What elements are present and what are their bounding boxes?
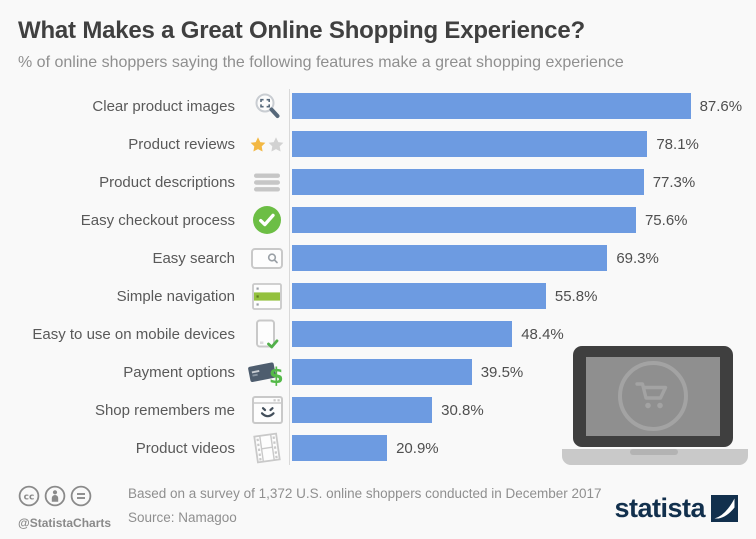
statista-logo: statista <box>614 495 738 522</box>
value-label: 48.4% <box>521 325 564 343</box>
check-circle-icon <box>245 205 289 235</box>
chart-row: Product descriptions 77.3% <box>0 163 756 201</box>
attribution-icon <box>44 485 66 512</box>
film-strip-icon <box>245 432 289 464</box>
bar <box>292 321 513 347</box>
text-lines-icon <box>245 172 289 193</box>
category-label: Easy to use on mobile devices <box>32 325 235 343</box>
svg-text:$: $ <box>269 364 284 387</box>
value-label: 30.8% <box>441 401 484 419</box>
category-label: Easy search <box>152 249 235 267</box>
chart-title: What Makes a Great Online Shopping Exper… <box>18 17 585 44</box>
value-label: 77.3% <box>652 173 696 191</box>
bar <box>292 435 388 461</box>
chart-row: Payment options $39.5% <box>0 353 756 391</box>
star-rating-icon <box>245 136 289 153</box>
no-derivatives-icon <box>70 485 92 512</box>
axis-line <box>289 89 290 465</box>
survey-note: Based on a survey of 1,372 U.S. online s… <box>128 486 602 501</box>
laptop-base <box>562 449 748 465</box>
search-box-icon <box>245 247 289 269</box>
bar <box>292 169 644 195</box>
category-label: Payment options <box>123 363 235 381</box>
bar <box>292 131 648 157</box>
footer-notes: Based on a survey of 1,372 U.S. online s… <box>128 485 602 526</box>
value-label: 39.5% <box>480 363 524 381</box>
bar <box>292 93 691 119</box>
svg-text:cc: cc <box>24 492 35 502</box>
bar-track: 77.3% <box>289 169 756 195</box>
bar-track: 39.5% <box>289 359 756 385</box>
header: What Makes a Great Online Shopping Exper… <box>0 0 756 74</box>
category-label: Shop remembers me <box>94 401 235 419</box>
chart-subtitle: % of online shoppers saying the followin… <box>18 54 624 71</box>
laptop-notch <box>630 449 678 455</box>
value-label: 55.8% <box>554 287 598 305</box>
mobile-check-icon <box>245 319 289 350</box>
nav-list-icon <box>245 282 289 310</box>
bar-track: 78.1% <box>289 131 756 157</box>
footer: cc @StatistaCharts Based on a survey of … <box>0 467 756 530</box>
chart-row: Easy checkout process 75.6% <box>0 201 756 239</box>
statista-logomark-icon <box>711 495 738 522</box>
bar-chart: Clear product images 87.6% Product reviews… <box>0 87 756 467</box>
shopping-cart-icon <box>635 382 668 400</box>
category-label: Product videos <box>135 439 235 457</box>
value-label: 87.6% <box>699 97 743 115</box>
bar-track: 69.3% <box>289 245 756 271</box>
cc-icon: cc <box>18 485 40 512</box>
chart-row: Clear product images 87.6% <box>0 87 756 125</box>
value-label: 69.3% <box>616 249 659 267</box>
bar-track: 75.6% <box>289 207 756 233</box>
chart-row: Simple navigation 55.8% <box>0 277 756 315</box>
chart-row: Product videos 20.9% <box>0 429 756 467</box>
value-label: 78.1% <box>656 135 699 153</box>
statista-wordmark: statista <box>614 493 705 523</box>
bar <box>292 245 608 271</box>
laptop-shopping-cart-graphic <box>560 344 750 473</box>
chart-row: Easy to use on mobile devices 48.4% <box>0 315 756 353</box>
bar <box>292 359 472 385</box>
statista-charts-handle: @StatistaCharts <box>18 516 112 530</box>
value-label: 75.6% <box>644 211 688 229</box>
image-zoom-icon <box>245 91 289 121</box>
credit-card-dollar-icon: $ <box>245 358 289 387</box>
cart-circle <box>618 361 688 431</box>
category-label: Product reviews <box>128 135 235 153</box>
browser-smile-icon <box>245 395 289 425</box>
category-label: Simple navigation <box>116 287 235 305</box>
category-label: Product descriptions <box>99 173 235 191</box>
category-label: Clear product images <box>92 97 235 115</box>
source-note: Source: Namagoo <box>128 510 237 525</box>
bar-track: 87.6% <box>289 93 756 119</box>
license-block: cc @StatistaCharts <box>18 485 114 530</box>
bar-track: 30.8% <box>289 397 756 423</box>
value-label: 20.9% <box>396 439 439 457</box>
bar-track: 48.4% <box>289 321 756 347</box>
category-label: Easy checkout process <box>80 211 235 229</box>
bar <box>292 207 636 233</box>
chart-row: Easy search 69.3% <box>0 239 756 277</box>
bar <box>292 283 546 309</box>
bar <box>292 397 433 423</box>
chart-row: Shop remembers me 30.8% <box>0 391 756 429</box>
bar-track: 55.8% <box>289 283 756 309</box>
chart-row: Product reviews 78.1% <box>0 125 756 163</box>
bar-track: 20.9% <box>289 435 756 461</box>
